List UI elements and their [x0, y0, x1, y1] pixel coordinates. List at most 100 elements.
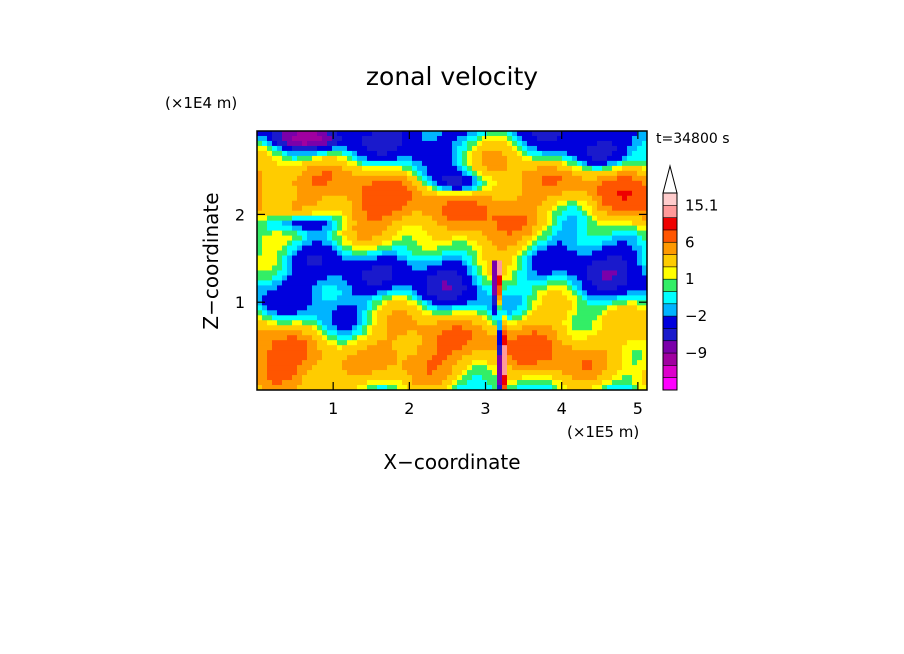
contour-cell	[362, 215, 368, 222]
contour-cell	[642, 190, 647, 197]
contour-cell	[277, 195, 283, 202]
contour-cell	[287, 165, 293, 172]
contour-cell	[407, 310, 413, 316]
contour-cell	[562, 255, 568, 262]
contour-cell	[602, 380, 608, 386]
contour-cell	[477, 340, 483, 346]
contour-cell	[317, 240, 323, 247]
contour-cell	[632, 135, 638, 142]
contour-cell	[552, 235, 558, 242]
contour-cell	[492, 190, 498, 197]
contour-cell	[397, 260, 403, 267]
contour-cell	[337, 210, 343, 217]
contour-cell	[587, 165, 593, 172]
contour-cell	[537, 131, 543, 137]
contour-cell	[287, 175, 293, 182]
contour-cell	[272, 190, 278, 197]
contour-cell	[492, 285, 498, 291]
contour-cell	[382, 275, 388, 282]
contour-cell	[632, 200, 638, 207]
contour-cell	[467, 360, 473, 366]
contour-cell	[577, 150, 583, 157]
contour-cell	[412, 295, 418, 301]
contour-cell	[482, 335, 488, 341]
contour-cell	[492, 310, 498, 316]
contour-cell	[317, 280, 323, 286]
contour-cell	[622, 300, 628, 306]
contour-cell	[337, 230, 343, 237]
contour-cell	[372, 285, 378, 291]
contour-cell	[592, 200, 598, 207]
contour-cell	[477, 215, 483, 222]
contour-cell	[332, 270, 338, 277]
contour-cell	[307, 160, 313, 167]
contour-cell	[367, 270, 373, 277]
contour-cell	[572, 230, 578, 237]
contour-cell	[267, 210, 273, 217]
contour-cell	[422, 245, 428, 252]
contour-cell	[547, 215, 553, 222]
contour-cell	[562, 285, 568, 291]
contour-cell	[497, 310, 503, 316]
contour-cell	[527, 255, 533, 262]
contour-cell	[357, 385, 363, 390]
contour-cell	[637, 175, 643, 182]
contour-cell	[632, 195, 638, 202]
contour-cell	[492, 250, 498, 257]
contour-cell	[462, 190, 468, 197]
contour-cell	[257, 385, 263, 390]
contour-cell	[287, 380, 293, 386]
contour-cell	[632, 290, 638, 296]
contour-cell	[292, 340, 298, 346]
contour-cell	[432, 165, 438, 172]
contour-cell	[287, 285, 293, 291]
contour-cell	[302, 380, 308, 386]
contour-cell	[307, 145, 313, 152]
contour-cell	[497, 160, 503, 167]
contour-cell	[312, 360, 318, 366]
contour-cell	[337, 155, 343, 162]
contour-cell	[487, 280, 493, 286]
contour-cell	[582, 275, 588, 282]
contour-cell	[332, 220, 338, 227]
contour-cell	[277, 215, 283, 222]
contour-cell	[327, 155, 333, 162]
contour-cell	[402, 280, 408, 286]
contour-cell	[497, 290, 503, 296]
contour-cell	[402, 355, 408, 361]
contour-cell	[337, 135, 343, 142]
contour-cell	[572, 300, 578, 306]
contour-cell	[472, 140, 478, 147]
contour-cell	[517, 185, 523, 192]
contour-cell	[322, 220, 328, 227]
contour-cell	[567, 235, 573, 242]
contour-cell	[412, 365, 418, 371]
contour-cell	[557, 210, 563, 217]
contour-cell	[412, 340, 418, 346]
contour-cell	[357, 190, 363, 197]
contour-cell	[442, 285, 448, 291]
contour-cell	[527, 375, 533, 381]
contour-cell	[452, 230, 458, 237]
contour-cell	[407, 360, 413, 366]
contour-cell	[447, 305, 453, 311]
contour-cell	[537, 145, 543, 152]
contour-cell	[642, 155, 647, 162]
contour-cell	[467, 170, 473, 177]
contour-cell	[537, 155, 543, 162]
contour-cell	[422, 255, 428, 262]
contour-cell	[522, 195, 528, 202]
contour-cell	[487, 270, 493, 277]
contour-cell	[427, 360, 433, 366]
contour-cell	[567, 320, 573, 326]
contour-cell	[447, 380, 453, 386]
contour-cell	[337, 235, 343, 242]
contour-cell	[402, 165, 408, 172]
contour-cell	[637, 305, 643, 311]
contour-cell	[417, 360, 423, 366]
contour-cell	[387, 175, 393, 182]
contour-cell	[452, 375, 458, 381]
contour-cell	[587, 170, 593, 177]
contour-cell	[257, 200, 263, 207]
contour-cell	[602, 345, 608, 351]
